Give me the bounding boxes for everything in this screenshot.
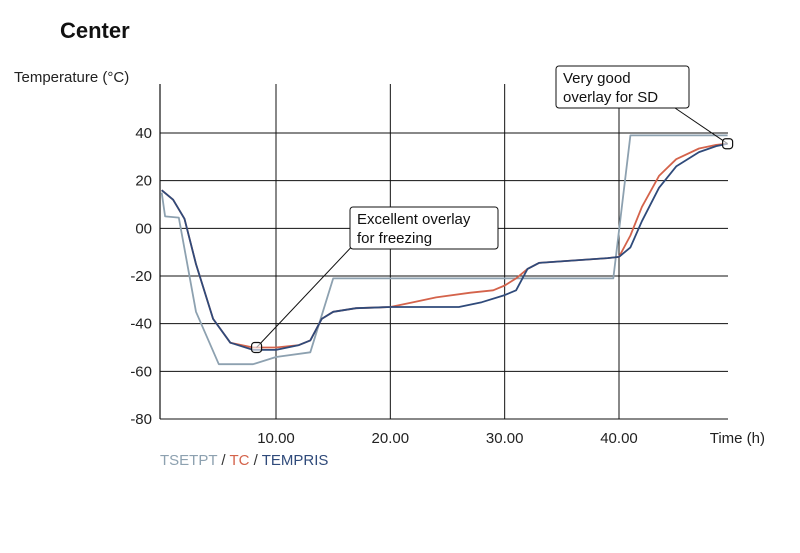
legend-item-tsetpt: TSETPT xyxy=(160,452,218,469)
y-tick-label: 40 xyxy=(135,125,152,142)
grid xyxy=(160,84,728,420)
annotation-leader xyxy=(256,239,359,348)
annotation-marker xyxy=(722,138,734,150)
annotation-text: for freezing xyxy=(357,230,432,247)
annotation-marker xyxy=(250,341,263,354)
y-tick-label: 00 xyxy=(135,220,152,237)
x-tick-label: 20.00 xyxy=(372,430,410,447)
y-tick-label: -60 xyxy=(130,363,152,380)
legend-separator: / xyxy=(249,452,262,469)
chart-title: Center xyxy=(60,18,130,43)
y-tick-label: 20 xyxy=(135,173,152,190)
x-tick-label: 40.00 xyxy=(600,430,638,447)
annotations: Excellent overlay for freezing Very good ov… xyxy=(250,65,734,354)
x-axis-label: Time (h) xyxy=(710,430,765,447)
series-line-tempris xyxy=(161,142,728,351)
annotation-text: overlay for SD xyxy=(563,89,658,106)
legend-item-tc: TC xyxy=(229,452,250,469)
legend-separator: / xyxy=(217,452,230,469)
annotation-leader xyxy=(674,107,728,145)
y-axis-label: Temperature (°C) xyxy=(14,69,129,86)
legend: TSETPT / TC / TEMPRIS xyxy=(160,452,328,469)
series-layer xyxy=(160,134,728,366)
annotation-box xyxy=(349,206,499,250)
legend-item-tempris: TEMPRIS xyxy=(261,452,329,469)
series-line-tsetpt xyxy=(160,134,728,366)
labels: 40 20 00 -20 -40 -60 -80 10.00 20.00 30.00 40.00 Te… xyxy=(14,69,765,447)
y-tick-label: -80 xyxy=(130,411,152,428)
y-tick-label: -40 xyxy=(130,316,152,333)
x-tick-label: 30.00 xyxy=(486,430,524,447)
annotation-text: Excellent overlay xyxy=(357,211,471,228)
x-tick-label: 10.00 xyxy=(257,430,295,447)
annotation-box xyxy=(555,65,690,109)
annotation-text: Very good xyxy=(563,70,631,87)
y-tick-label: -20 xyxy=(130,268,152,285)
